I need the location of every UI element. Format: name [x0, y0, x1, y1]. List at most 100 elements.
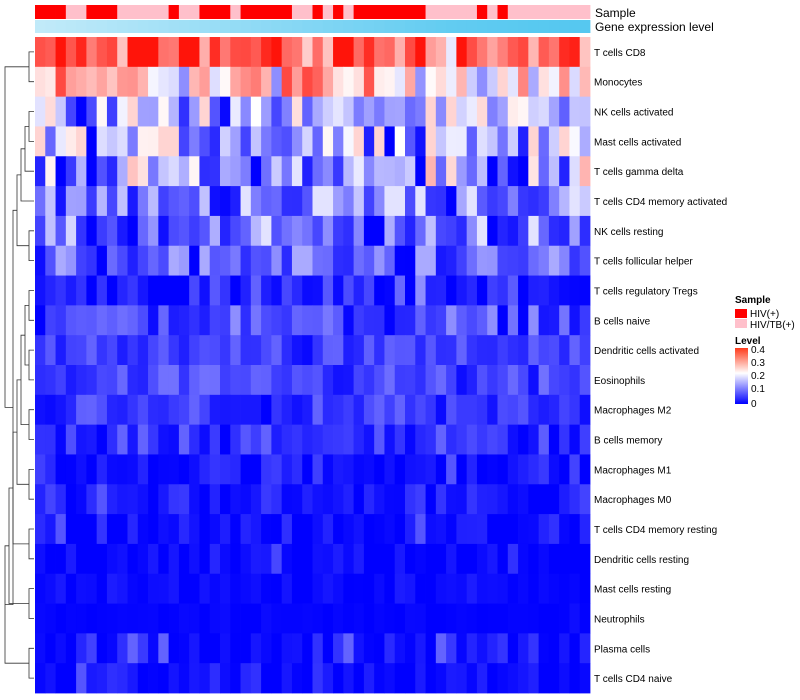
heatmap-cell — [384, 126, 396, 157]
heatmap-cell — [384, 543, 396, 575]
heatmap-cell — [230, 543, 241, 575]
expression-track-cell — [394, 20, 406, 33]
heatmap-cell — [374, 37, 385, 68]
heatmap-cell — [487, 215, 498, 247]
heatmap-cell — [518, 156, 529, 187]
heatmap-cell — [271, 394, 283, 426]
heatmap-cell — [65, 275, 77, 306]
heatmap-cell — [55, 573, 67, 604]
heatmap-cell — [425, 573, 437, 604]
heatmap-cell — [333, 126, 344, 157]
heatmap-cell — [435, 663, 447, 694]
heatmap-cell — [189, 543, 200, 575]
heatmap-cell — [559, 245, 570, 276]
heatmap-cell — [518, 573, 529, 604]
heatmap-cell — [384, 305, 396, 336]
heatmap-cell — [117, 335, 128, 366]
heatmap-cell — [86, 66, 98, 98]
row-labels: T cells CD8 Monocytes NK cells activated Ma… — [594, 48, 727, 685]
heatmap-cell — [250, 186, 262, 217]
expression-track-cell — [220, 20, 231, 33]
heatmap-cell — [374, 245, 385, 276]
heatmap-cell — [312, 663, 324, 694]
heatmap-cell — [178, 275, 190, 306]
heatmap-cell — [281, 126, 293, 157]
heatmap-cell — [333, 215, 344, 247]
heatmap-cell — [312, 156, 324, 187]
heatmap-cell — [343, 215, 355, 247]
heatmap-cell — [374, 335, 385, 366]
heatmap-cell — [178, 365, 190, 396]
heatmap-cell — [45, 275, 56, 306]
heatmap-cell — [55, 514, 67, 545]
heatmap-cell — [65, 663, 77, 694]
sample-track-cell — [456, 5, 468, 19]
heatmap-cell — [281, 603, 293, 634]
row-label: Eosinophils — [594, 376, 645, 387]
dendrogram-branch — [28, 409, 34, 440]
heatmap-cell — [415, 663, 426, 694]
heatmap-cells — [35, 37, 591, 694]
heatmap-cell — [35, 37, 46, 68]
heatmap-cell — [405, 335, 416, 366]
heatmap-cell — [76, 215, 87, 247]
heatmap-cell — [446, 66, 457, 98]
heatmap-cell — [569, 543, 581, 575]
heatmap-cell — [363, 96, 375, 127]
heatmap-cell — [178, 245, 190, 276]
dendrogram-branch — [28, 647, 34, 679]
heatmap-cell — [333, 66, 344, 98]
dendrogram-branch — [28, 290, 34, 321]
heatmap-cell — [507, 305, 519, 336]
heatmap-cell — [302, 424, 313, 455]
heatmap-cell — [405, 66, 416, 98]
heatmap-cell — [333, 275, 344, 306]
heatmap-cell — [302, 573, 313, 604]
heatmap-cell — [137, 514, 149, 545]
sample-track-cell — [322, 5, 334, 19]
heatmap-cell — [35, 335, 46, 366]
heatmap-cell — [425, 633, 437, 664]
heatmap-cell — [415, 186, 426, 217]
heatmap-cell — [559, 454, 570, 485]
heatmap-cell — [45, 365, 56, 396]
expression-track-cell — [405, 20, 416, 33]
heatmap-cell — [353, 424, 365, 455]
heatmap-cell — [261, 573, 272, 604]
heatmap-cell — [35, 514, 46, 545]
heatmap-cell — [343, 66, 355, 98]
expression-track-cell — [333, 20, 344, 33]
heatmap-cell — [343, 156, 355, 187]
heatmap-cell — [76, 126, 87, 157]
heatmap-cell — [538, 215, 550, 247]
heatmap-cell — [384, 156, 396, 187]
expression-track-cell — [35, 20, 46, 33]
heatmap-cell — [45, 186, 56, 217]
heatmap-cell — [250, 514, 262, 545]
heatmap-cell — [178, 603, 190, 634]
heatmap-cell — [35, 663, 46, 694]
heatmap-cell — [312, 454, 324, 485]
heatmap-cell — [333, 245, 344, 276]
heatmap-cell — [518, 186, 529, 217]
dendrogram-branch — [16, 174, 29, 247]
heatmap-cell — [178, 96, 190, 127]
heatmap-cell — [569, 96, 581, 127]
heatmap-cell — [199, 484, 211, 515]
heatmap-cell — [230, 186, 241, 217]
expression-track-cell — [76, 20, 87, 33]
heatmap-cell — [220, 96, 231, 127]
heatmap-cell — [189, 275, 200, 306]
heatmap-cell — [548, 186, 560, 217]
heatmap-cell — [363, 633, 375, 664]
heatmap-cell — [497, 365, 509, 396]
heatmap-cell — [106, 484, 118, 515]
heatmap-cell — [158, 96, 170, 127]
expression-track-cell — [55, 20, 67, 33]
heatmap-cell — [55, 245, 67, 276]
heatmap-cell — [250, 275, 262, 306]
heatmap-cell — [456, 335, 468, 366]
heatmap-cell — [199, 37, 211, 68]
heatmap-cell — [435, 126, 447, 157]
sample-track-cell — [353, 5, 365, 19]
